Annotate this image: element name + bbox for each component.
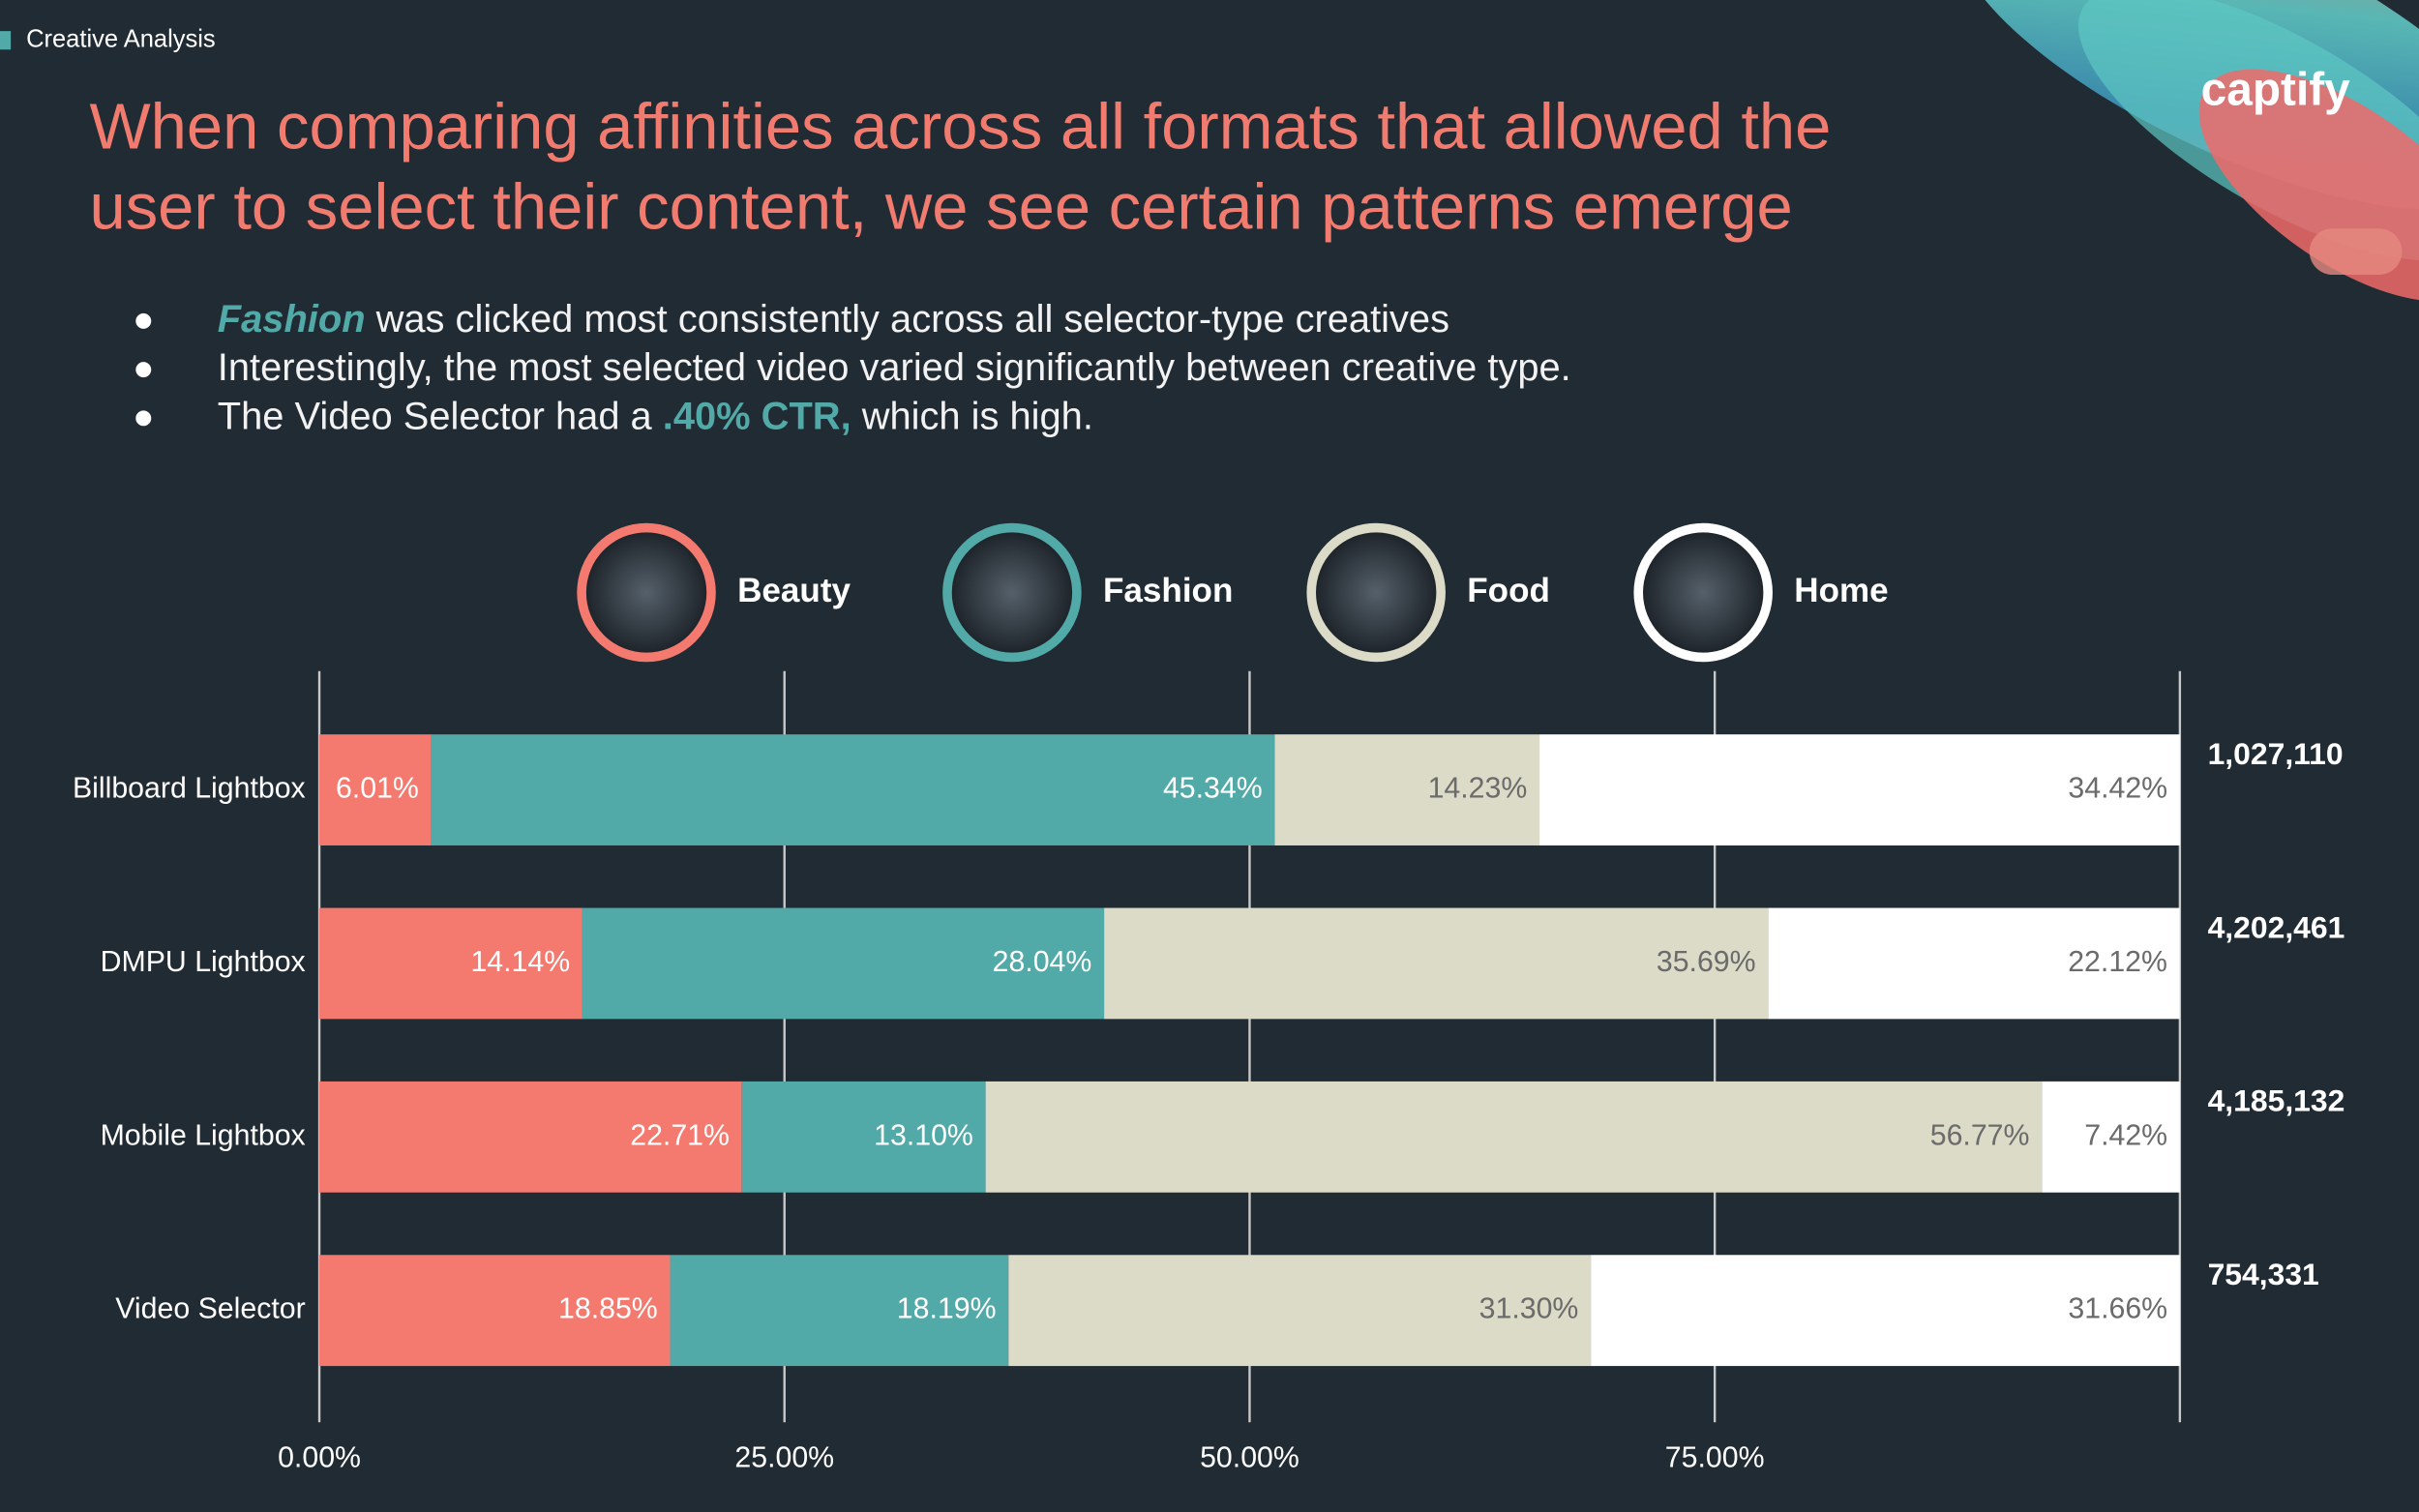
legend-label: Food	[1467, 572, 1550, 609]
total-label: 4,202,461	[2208, 909, 2345, 944]
bar-segment	[1104, 907, 1769, 1020]
value-label: 56.77%	[1930, 1119, 2030, 1151]
bar-segment	[1274, 734, 1540, 845]
title: When comparing affinities across all for…	[89, 90, 1831, 243]
logo: captify	[2201, 65, 2351, 116]
section-marker	[0, 31, 12, 50]
total-label: 4,185,132	[2208, 1083, 2345, 1118]
y-tick-label: Billboard Lightbox	[73, 773, 306, 805]
value-label: 14.14%	[470, 946, 570, 978]
bullet-run: was clicked most consistently across all…	[366, 297, 1449, 340]
bullet-run: Interestingly, the most selected video v…	[218, 346, 1571, 389]
chart: 0.00% 25.00% 50.00% 75.00% Beauty Fashion Food…	[73, 522, 2345, 1474]
value-label: 45.34%	[1163, 773, 1263, 805]
bar-segment	[1591, 1255, 2180, 1367]
section-label: Creative Analysis	[26, 25, 216, 52]
title-line: user to select their content, we see cer…	[89, 170, 1792, 243]
bullet-run: .40% CTR,	[663, 395, 851, 437]
bullet-list: Fashion was clicked most consistently ac…	[135, 297, 1571, 437]
x-tick-label: 75.00%	[1665, 1442, 1765, 1474]
value-label: 18.85%	[558, 1293, 658, 1325]
value-label: 7.42%	[2084, 1119, 2167, 1151]
x-tick-label: 25.00%	[734, 1442, 834, 1474]
bar-segment	[1768, 907, 2180, 1020]
legend-swatch	[942, 522, 1082, 663]
y-tick-label: Video Selector	[115, 1293, 305, 1325]
title-line: When comparing affinities across all for…	[89, 90, 1831, 163]
total-label: 754,331	[2208, 1257, 2319, 1291]
bar-segment	[319, 1081, 742, 1193]
x-tick-label: 50.00%	[1200, 1442, 1299, 1474]
value-label: 35.69%	[1657, 946, 1756, 978]
bar-segment	[1539, 734, 2180, 845]
bullet-dot	[135, 410, 152, 427]
bullet-text: Fashion was clicked most consistently ac…	[218, 297, 1449, 340]
total-label: 1,027,110	[2208, 736, 2344, 771]
bar-segment	[319, 907, 582, 1020]
bullet-run: The Video Selector had a	[218, 395, 663, 437]
bar-segment	[431, 734, 1275, 845]
value-label: 13.10%	[874, 1119, 973, 1151]
bar-segment	[2042, 1081, 2180, 1193]
legend-label: Home	[1794, 572, 1888, 609]
legend-swatch	[1633, 522, 1773, 663]
legend-swatch	[1306, 522, 1446, 663]
value-label: 18.19%	[897, 1293, 997, 1325]
bullet-text: The Video Selector had a .40% CTR, which…	[218, 395, 1093, 437]
bar-segment	[319, 734, 432, 845]
bar-segment	[670, 1255, 1009, 1367]
bullet-run: which is high.	[851, 395, 1093, 437]
value-label: 28.04%	[993, 946, 1092, 978]
value-label: 31.66%	[2068, 1293, 2167, 1325]
bar-segment	[741, 1081, 986, 1193]
x-tick-label: 0.00%	[278, 1442, 361, 1474]
legend-swatch	[577, 522, 716, 663]
decoration	[1954, 0, 2419, 302]
bar-segment	[985, 1081, 2043, 1193]
legend-label: Fashion	[1103, 572, 1233, 609]
value-label: 22.12%	[2068, 946, 2167, 978]
legend-label: Beauty	[737, 572, 851, 609]
bullet-dot	[135, 312, 152, 329]
value-label: 31.30%	[1479, 1293, 1579, 1325]
value-label: 34.42%	[2068, 773, 2167, 805]
bullet-dot	[135, 362, 152, 378]
bar-segment	[319, 1255, 671, 1367]
bullet-run: Fashion	[218, 297, 366, 340]
bullet-text: Interestingly, the most selected video v…	[218, 346, 1571, 389]
bar-segment	[1008, 1255, 1592, 1367]
y-tick-label: Mobile Lightbox	[101, 1119, 306, 1151]
y-tick-label: DMPU Lightbox	[101, 946, 306, 978]
value-label: 6.01%	[336, 773, 419, 805]
bar-segment	[582, 907, 1105, 1020]
value-label: 22.71%	[630, 1119, 730, 1151]
value-label: 14.23%	[1428, 773, 1528, 805]
